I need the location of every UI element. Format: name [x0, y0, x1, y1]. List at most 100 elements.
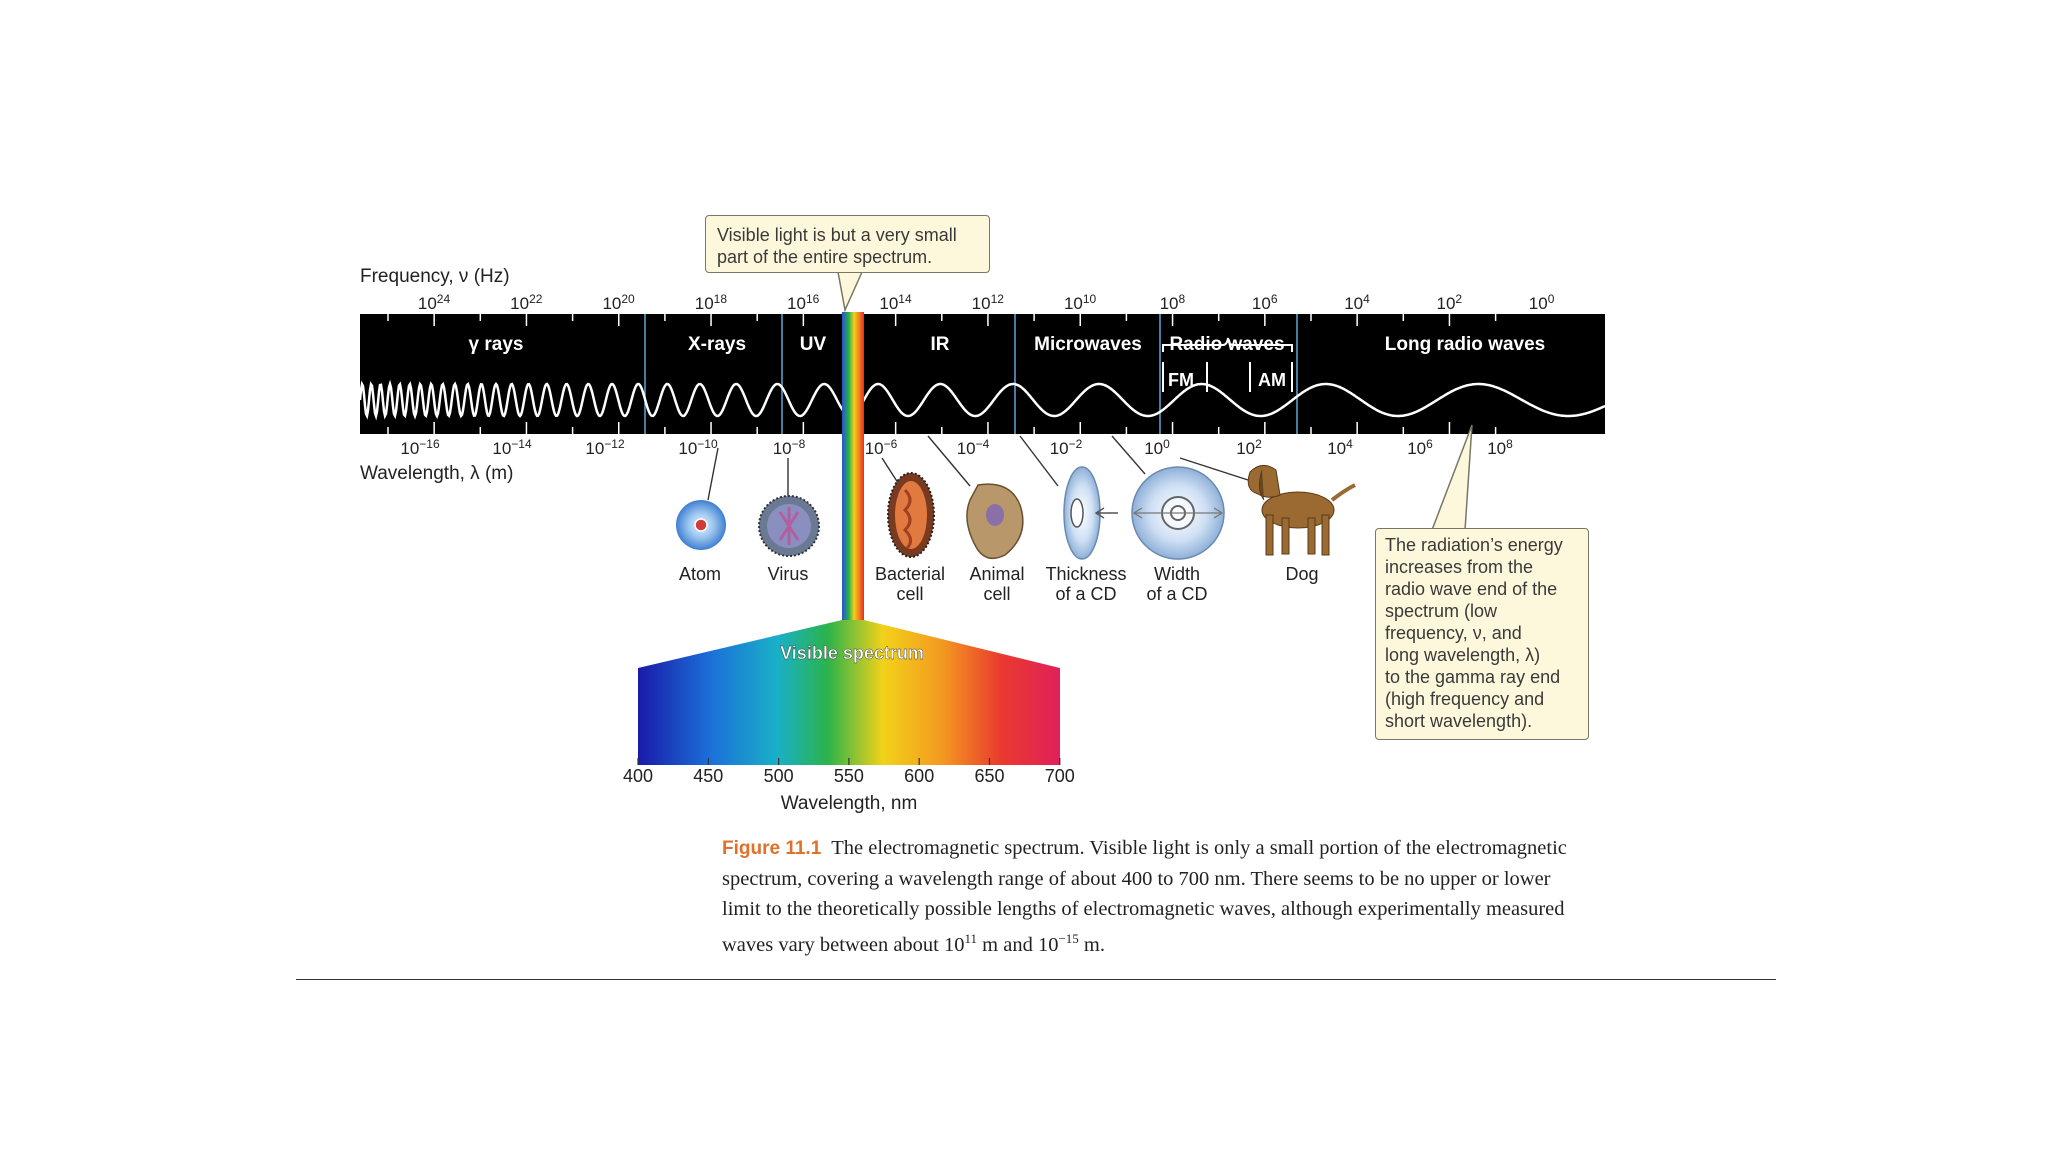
wavelength-tick-label: 10−10: [678, 437, 718, 458]
frequency-tick-label: 1014: [879, 292, 912, 313]
wavelength-tick-label: 104: [1327, 437, 1353, 458]
band-label: γ rays: [469, 334, 524, 355]
tick-base: 10: [585, 439, 604, 458]
tick-exponent: −2: [1069, 437, 1083, 451]
callout-line: to the gamma ray end: [1385, 667, 1561, 687]
animal-cell-label: cell: [983, 584, 1010, 604]
tick-exponent: 6: [1271, 292, 1278, 306]
frequency-tick-label: 1022: [510, 292, 543, 313]
wavelength-tick-label: 106: [1407, 437, 1433, 458]
atom-label: Atom: [679, 564, 721, 584]
tick-exponent: 24: [437, 292, 451, 306]
object-labels: Atom Virus BacterialcellAnimalcellThicknes…: [679, 564, 1319, 604]
callout-line: short wavelength).: [1385, 711, 1533, 731]
tick-exponent: 22: [529, 292, 543, 306]
tick-base: 10: [1407, 439, 1426, 458]
tick-exponent: 0: [1163, 437, 1170, 451]
tick-base: 10: [1050, 439, 1069, 458]
leader-lines: [707, 435, 1249, 501]
tick-base: 10: [1236, 439, 1255, 458]
virus-label: Virus: [768, 564, 809, 584]
visible-tick-label: 400: [623, 766, 653, 786]
cd-thickness-label: Thickness: [1045, 564, 1126, 584]
frequency-tick-label: 100: [1529, 292, 1555, 313]
tick-base: 10: [1144, 439, 1163, 458]
frequency-tick-label: 106: [1252, 292, 1278, 313]
tick-base: 10: [957, 439, 976, 458]
band-label: Microwaves: [1034, 334, 1142, 355]
tick-base: 10: [400, 439, 419, 458]
tick-base: 10: [787, 294, 806, 313]
tick-exponent: 14: [898, 292, 912, 306]
callout-line: increases from the: [1385, 557, 1534, 577]
frequency-tick-label: 1020: [602, 292, 635, 313]
dog-icon: [1247, 465, 1356, 556]
wavelength-axis-label: Wavelength, λ (m): [360, 463, 513, 484]
tick-exponent: 8: [1506, 437, 1513, 451]
energy-callout-pointer: [1431, 424, 1473, 531]
tick-base: 10: [1252, 294, 1271, 313]
callout-line: frequency, ν, and: [1385, 623, 1522, 643]
tick-exponent: −14: [511, 437, 532, 451]
tick-exponent: 0: [1548, 292, 1555, 306]
animal-cell-icon: [966, 483, 1024, 560]
radio-subband-brackets: [1162, 337, 1293, 392]
frequency-tick-label: 102: [1436, 292, 1462, 313]
wavelength-tick-label: 10−6: [865, 437, 898, 458]
bacterial-cell-icon: [887, 472, 935, 558]
callout-line: radio wave end of the: [1385, 579, 1558, 599]
tick-base: 10: [678, 439, 697, 458]
visible-light-callout: Visible light is but a very small part o…: [705, 215, 990, 273]
frequency-tick-label: 1024: [418, 292, 451, 313]
visible-tick-label: 650: [974, 766, 1004, 786]
frequency-axis-label: Frequency, ν (Hz): [360, 266, 510, 287]
figure-label: Figure 11.1: [722, 838, 822, 859]
tick-base: 10: [418, 294, 437, 313]
cd-thickness-label: of a CD: [1055, 584, 1116, 604]
tick-exponent: −8: [792, 437, 806, 451]
tick-base: 10: [602, 294, 621, 313]
visible-axis-label: Wavelength, nm: [781, 793, 918, 814]
wavelength-tick-labels: 10−16 10−14 10−12 10−10 10−8 10−6 10−4 10−2 100 1…: [400, 437, 1513, 458]
cd-thickness-icon: [1063, 466, 1118, 560]
tick-base: 10: [1327, 439, 1346, 458]
callout-line: Visible light is but a very small: [717, 225, 957, 245]
wavelength-tick-label: 10−12: [585, 437, 625, 458]
frequency-tick-label: 1016: [787, 292, 820, 313]
tick-base: 10: [1529, 294, 1548, 313]
band-label: UV: [800, 334, 827, 355]
wavelength-tick-label: 10−2: [1050, 437, 1083, 458]
tick-base: 10: [972, 294, 991, 313]
wave-curve: [358, 379, 1606, 421]
wavelength-tick-label: 10−4: [957, 437, 990, 458]
wavelength-tick-label: 100: [1144, 437, 1170, 458]
wavelength-tick-label: 102: [1236, 437, 1262, 458]
tick-exponent: −4: [976, 437, 990, 451]
tick-exponent: 18: [714, 292, 728, 306]
tick-base: 10: [865, 439, 884, 458]
tick-exponent: 6: [1426, 437, 1433, 451]
tick-exponent: 20: [621, 292, 635, 306]
visible-spectrum-title: Visible spectrum: [780, 643, 924, 663]
tick-exponent: −6: [884, 437, 898, 451]
caption-text: The electromagnetic spectrum. Visible li…: [722, 837, 1567, 956]
caption-text-mid: m and 10: [977, 933, 1059, 956]
callout-line: spectrum (low: [1385, 601, 1498, 621]
callout-line: The radiation’s energy: [1385, 535, 1563, 555]
visible-callout-pointer: [837, 271, 863, 313]
tick-exponent: 4: [1346, 437, 1353, 451]
band-label: X-rays: [688, 334, 746, 355]
visible-tick-label: 450: [693, 766, 723, 786]
page-divider: [296, 979, 1776, 980]
frequency-tick-label: 1018: [695, 292, 728, 313]
cd-width-label: Width: [1154, 564, 1200, 584]
virus-icon: [758, 495, 820, 557]
tick-base: 10: [1344, 294, 1363, 313]
tick-exponent: 2: [1455, 292, 1462, 306]
frequency-tick-label: 1010: [1064, 292, 1097, 313]
tick-exponent: 8: [1179, 292, 1186, 306]
bacterial-cell-label: Bacterial: [875, 564, 945, 584]
callout-line: part of the entire spectrum.: [717, 247, 933, 267]
frequency-tick-labels: 1024 1022 1020 1018 1016 1014 1012 1010 108 106 10…: [418, 292, 1555, 313]
bacterial-cell-label: cell: [896, 584, 923, 604]
